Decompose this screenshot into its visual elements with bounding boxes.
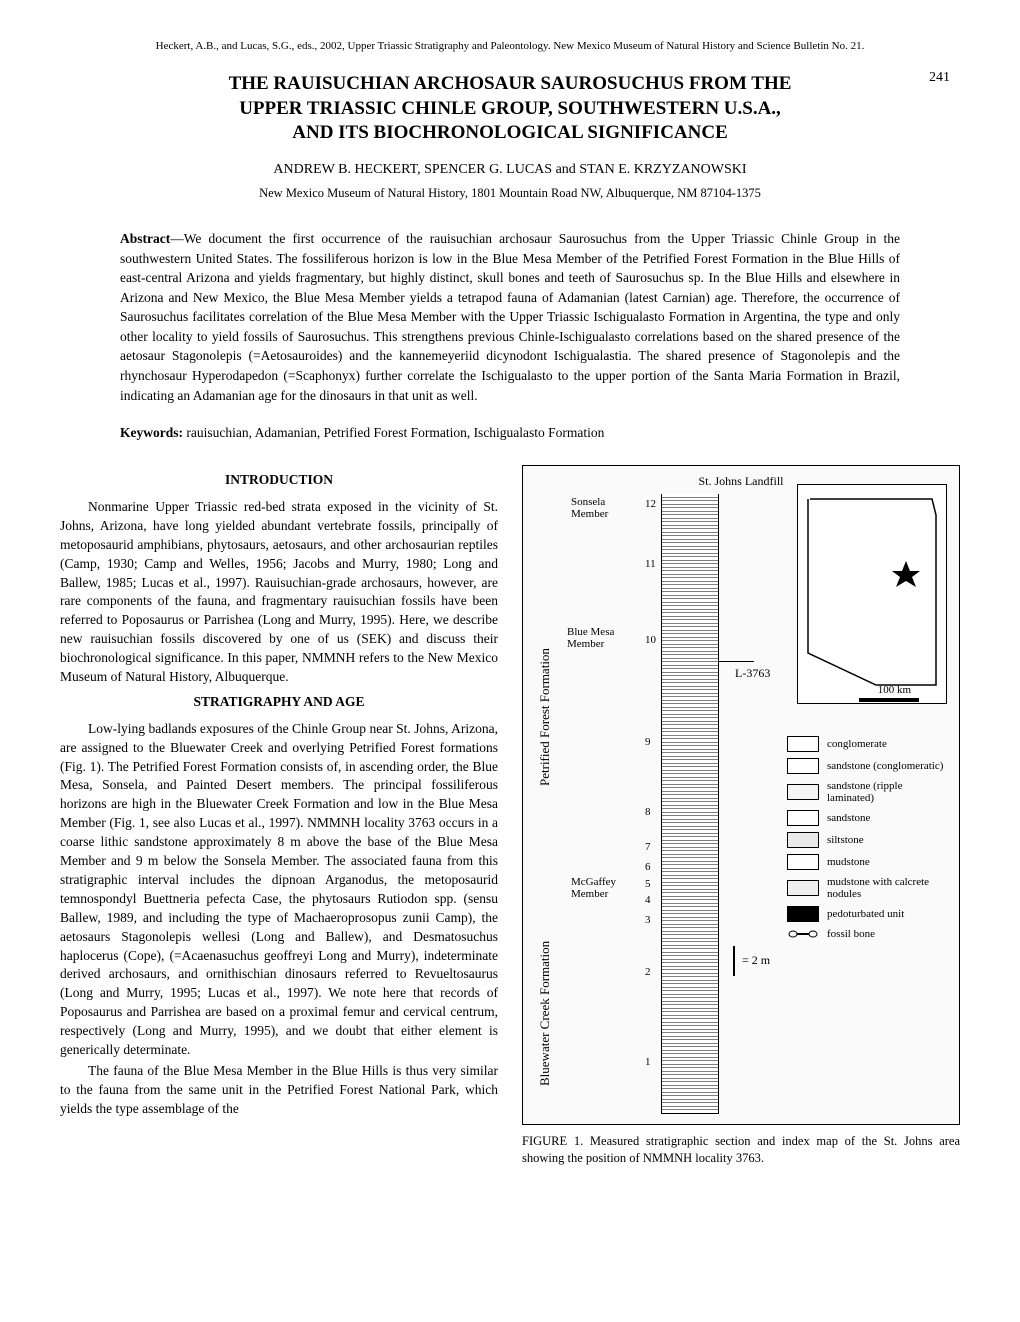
tick-2: 2 xyxy=(645,966,651,978)
strat-para-2: The fauna of the Blue Mesa Member in the… xyxy=(60,1062,498,1119)
title-line-1: THE RAUISUCHIAN ARCHOSAUR SAUROSUCHUS FR… xyxy=(229,73,792,94)
legend-row-mudstone-calcrete: mudstone with calcrete nodules xyxy=(787,876,947,900)
legend-swatch-siltstone xyxy=(787,832,819,848)
map-scalebar xyxy=(859,698,919,702)
tick-7: 7 xyxy=(645,841,651,853)
section-heading-stratigraphy: STRATIGRAPHY AND AGE xyxy=(60,693,498,712)
abstract-block: Abstract—We document the first occurrenc… xyxy=(120,229,900,405)
keywords-label: Keywords: xyxy=(120,425,183,440)
legend-label-5: mudstone xyxy=(827,856,870,868)
figure-top-label: St. Johns Landfill xyxy=(698,474,783,489)
legend-label-8: fossil bone xyxy=(827,928,875,940)
affiliation: New Mexico Museum of Natural History, 18… xyxy=(60,186,960,201)
map-scalebar-label: 100 km xyxy=(878,684,911,696)
intro-para-1: Nonmarine Upper Triassic red-bed strata … xyxy=(60,498,498,687)
legend-label-7: pedoturbated unit xyxy=(827,908,904,920)
legend-swatch-pedoturbated xyxy=(787,906,819,922)
bluemesa-label: Blue Mesa Member xyxy=(567,626,637,650)
fossil-bone-icon xyxy=(787,928,819,940)
l3763-arrow xyxy=(719,661,754,662)
tick-10: 10 xyxy=(645,634,656,646)
figure-vertical-label-upper: Petrified Forest Formation xyxy=(537,526,553,786)
legend-row-fossil-bone: fossil bone xyxy=(787,928,947,940)
mcgaffey-label: McGaffey Member xyxy=(571,876,641,900)
tick-11: 11 xyxy=(645,558,656,570)
legend-label-1: sandstone (conglomeratic) xyxy=(827,760,943,772)
figure-1: St. Johns Landfill Petrified Forest Form… xyxy=(522,465,960,1125)
tick-3: 3 xyxy=(645,914,651,926)
tick-1: 1 xyxy=(645,1056,651,1068)
legend-label-6: mudstone with calcrete nodules xyxy=(827,876,947,900)
legend-row-mudstone: mudstone xyxy=(787,854,947,870)
legend-label-0: conglomerate xyxy=(827,738,887,750)
legend-swatch-mudstone-calcrete xyxy=(787,880,819,896)
two-column-layout: INTRODUCTION Nonmarine Upper Triassic re… xyxy=(60,465,960,1167)
tick-9: 9 xyxy=(645,736,651,748)
left-column: INTRODUCTION Nonmarine Upper Triassic re… xyxy=(60,465,498,1167)
legend-row-sandstone: sandstone xyxy=(787,810,947,826)
tick-5: 5 xyxy=(645,878,651,890)
legend-row-siltstone: siltstone xyxy=(787,832,947,848)
section-heading-introduction: INTRODUCTION xyxy=(60,471,498,490)
abstract-text: —We document the first occurrence of the… xyxy=(120,231,900,403)
authors: ANDREW B. HECKERT, SPENCER G. LUCAS and … xyxy=(60,162,960,178)
tick-8: 8 xyxy=(645,806,651,818)
legend-label-2: sandstone (ripple laminated) xyxy=(827,780,947,804)
legend-swatch-sandstone xyxy=(787,810,819,826)
legend-swatch-mudstone xyxy=(787,854,819,870)
tick-12: 12 xyxy=(645,498,656,510)
strat-column xyxy=(661,494,719,1114)
legend-swatch-conglomerate xyxy=(787,736,819,752)
legend-row-sandstone-conglomeratic: sandstone (conglomeratic) xyxy=(787,758,947,774)
page-number: 241 xyxy=(929,70,950,86)
index-map xyxy=(797,484,947,704)
legend-row-conglomerate: conglomerate xyxy=(787,736,947,752)
tick-4: 4 xyxy=(645,894,651,906)
legend-row-pedoturbated: pedoturbated unit xyxy=(787,906,947,922)
figure-1-caption: FIGURE 1. Measured stratigraphic section… xyxy=(522,1133,960,1167)
right-column: St. Johns Landfill Petrified Forest Form… xyxy=(522,465,960,1167)
keywords-text: rauisuchian, Adamanian, Petrified Forest… xyxy=(183,425,604,440)
legend-label-4: siltstone xyxy=(827,834,864,846)
arizona-outline-icon xyxy=(798,485,948,705)
tick-6: 6 xyxy=(645,861,651,873)
citation-header: Heckert, A.B., and Lucas, S.G., eds., 20… xyxy=(60,40,960,52)
abstract-label: Abstract xyxy=(120,231,170,246)
legend-label-3: sandstone xyxy=(827,812,870,824)
figure-legend: conglomerate sandstone (conglomeratic) s… xyxy=(787,736,947,946)
title-line-2: UPPER TRIASSIC CHINLE GROUP, SOUTHWESTER… xyxy=(239,98,781,119)
l3763-label: L-3763 xyxy=(735,666,770,681)
figure-vertical-label-lower: Bluewater Creek Formation xyxy=(537,826,553,1086)
legend-swatch-sandstone-ripple xyxy=(787,784,819,800)
vertical-scale-label: = 2 m xyxy=(733,946,770,976)
vertical-scale-text: = 2 m xyxy=(742,953,770,967)
paper-title: THE RAUISUCHIAN ARCHOSAUR SAUROSUCHUS FR… xyxy=(60,72,960,146)
keywords-block: Keywords: rauisuchian, Adamanian, Petrif… xyxy=(120,425,900,441)
legend-swatch-sandstone-cong xyxy=(787,758,819,774)
sonsela-label: Sonsela Member xyxy=(571,496,631,520)
legend-row-sandstone-ripple: sandstone (ripple laminated) xyxy=(787,780,947,804)
title-line-3: AND ITS BIOCHRONOLOGICAL SIGNIFICANCE xyxy=(292,122,728,143)
strat-para-1: Low-lying badlands exposures of the Chin… xyxy=(60,720,498,1060)
